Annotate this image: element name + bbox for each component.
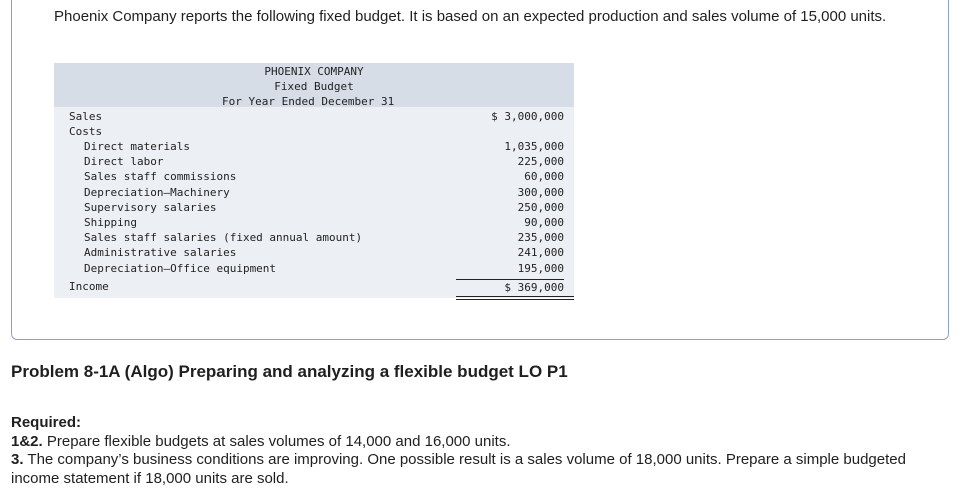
cost-row: Direct labor 225,000 xyxy=(54,154,574,169)
costs-row: Costs xyxy=(54,124,574,139)
required-item2-num: 3. xyxy=(11,451,24,468)
required-heading: Required: xyxy=(11,414,82,431)
cost-row: Depreciation—Office equipment 195,000 xyxy=(54,261,574,276)
cost-amount: 60,000 xyxy=(524,170,564,184)
cost-amount: 90,000 xyxy=(524,216,564,229)
intro-text: Phoenix Company reports the following fi… xyxy=(54,8,887,25)
cost-label: Direct materials xyxy=(84,140,190,153)
cost-label: Shipping xyxy=(84,216,137,229)
problem-title: Problem 8-1A (Algo) Preparing and analyz… xyxy=(11,362,568,381)
cost-amount: 225,000 xyxy=(517,155,564,169)
cost-amount: 241,000 xyxy=(517,246,564,260)
statement-period: For Year Ended December 31 xyxy=(222,95,395,108)
cost-row: Direct materials 1,035,000 xyxy=(54,139,574,154)
cost-row: Administrative salaries 241,000 xyxy=(54,245,574,260)
sales-row: Sales $ 3,000,000 xyxy=(54,109,574,124)
budget-body: Sales $ 3,000,000 Costs Direct materials… xyxy=(54,107,574,300)
income-row: Income $ 369,000 xyxy=(54,279,574,294)
income-rule-2 xyxy=(456,299,574,300)
budget-header: PHOENIX COMPANY Fixed Budget For Year En… xyxy=(54,63,574,108)
company-name: PHOENIX COMPANY xyxy=(264,65,364,78)
cost-label: Depreciation—Machinery xyxy=(84,185,230,199)
costs-label: Costs xyxy=(69,125,103,138)
cost-amount: 195,000 xyxy=(517,261,564,275)
cost-row: Depreciation—Machinery 300,000 xyxy=(54,185,574,200)
cost-row: Shipping 90,000 xyxy=(54,215,574,230)
cost-row: Sales staff commissions 60,000 xyxy=(54,169,574,184)
cost-amount: 250,000 xyxy=(517,200,564,214)
fixed-budget-table: PHOENIX COMPANY Fixed Budget For Year En… xyxy=(54,63,574,300)
required-item1-text: Prepare flexible budgets at sales volume… xyxy=(46,432,511,450)
cost-label: Supervisory salaries xyxy=(84,200,217,214)
cost-label: Administrative salaries xyxy=(84,246,237,260)
cost-row: Sales staff salaries (fixed annual amoun… xyxy=(54,230,574,245)
income-label: Income xyxy=(69,280,109,293)
cost-row: Supervisory salaries 250,000 xyxy=(54,200,574,215)
sales-label: Sales xyxy=(69,110,103,123)
cost-label: Direct labor xyxy=(84,155,164,169)
cost-label: Sales staff commissions xyxy=(84,170,237,184)
sales-amount: $ 3,000,000 xyxy=(491,110,564,123)
cost-amount: 300,000 xyxy=(517,185,564,199)
income-amount: $ 369,000 xyxy=(456,279,564,295)
required-item1-num: 1&2. xyxy=(11,432,43,450)
required-section: Required: 1&2. Prepare flexible budgets … xyxy=(11,414,956,488)
cost-label: Depreciation—Office equipment xyxy=(84,261,277,275)
cost-label: Sales staff salaries (fixed annual amoun… xyxy=(84,231,363,245)
required-item2-text: The company’s business conditions are im… xyxy=(11,451,906,487)
cost-amount: 1,035,000 xyxy=(504,140,564,153)
cost-amount: 235,000 xyxy=(517,231,564,245)
statement-title: Fixed Budget xyxy=(274,80,354,93)
income-rule-1 xyxy=(456,296,574,297)
